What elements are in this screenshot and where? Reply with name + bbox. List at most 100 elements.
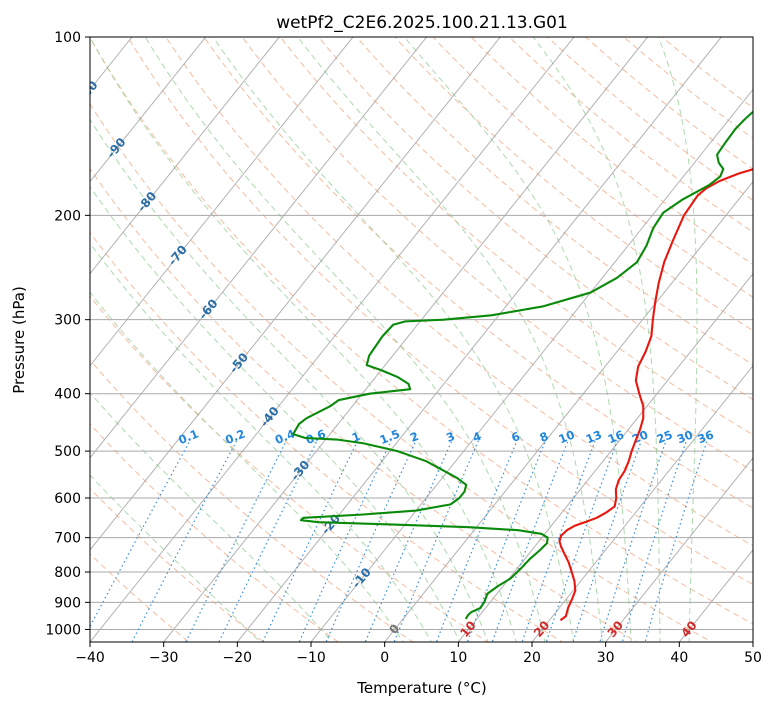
isotherm-line [743, 24, 775, 654]
isotherm-label: 40 [678, 618, 699, 640]
mixing-ratio-label: 1.5 [378, 427, 402, 448]
y-tick-label: 500 [54, 444, 81, 460]
isotherm-label: -60 [196, 296, 221, 322]
y-tick-label: 100 [54, 30, 81, 46]
mixing-ratio-line [321, 441, 416, 654]
mixing-ratio-label: 16 [606, 427, 626, 446]
isotherm-label: -50 [227, 350, 252, 376]
mixing-ratio-label: 0.1 [176, 427, 200, 448]
isotherm-label: -70 [165, 243, 190, 269]
y-tick-label: 800 [54, 565, 81, 581]
mixing-ratio-line [294, 441, 391, 654]
mixing-ratio-label: 30 [675, 427, 695, 446]
isotherm-label: 30 [605, 618, 626, 640]
dry-adiabat-line [533, 24, 775, 654]
isotherm-line [154, 24, 658, 654]
isotherm-label: -10 [349, 565, 374, 591]
dry-adiabat-line [233, 24, 775, 654]
mixing-ratio-label: 13 [584, 427, 604, 446]
dry-adiabat-line [157, 24, 775, 654]
isotherm-line [522, 24, 775, 654]
mixing-ratio-line [569, 441, 641, 654]
isotherm-line [0, 24, 216, 654]
y-tick-label: 400 [54, 387, 81, 403]
dry-adiabat-line [120, 24, 775, 654]
x-tick-label: −40 [75, 650, 105, 666]
mixing-ratio-label: 2 [408, 429, 421, 445]
mixing-ratio-label: 36 [696, 427, 716, 446]
isotherm-line [0, 24, 290, 654]
mixing-ratio-label: 25 [654, 427, 674, 446]
mixing-ratio-line [180, 441, 287, 654]
mixing-ratio-line [596, 441, 666, 654]
moist-adiabat-line [44, 37, 493, 654]
x-tick-label: 10 [449, 650, 467, 666]
x-tick-label: 50 [744, 650, 762, 666]
isotherm-line [0, 24, 364, 654]
dry-adiabat-line [82, 24, 775, 654]
dry-adiabat-line [0, 24, 355, 654]
dry-adiabat-line [345, 24, 775, 654]
y-axis-label: Pressure (hPa) [10, 286, 28, 394]
x-tick-label: 20 [523, 650, 541, 666]
moist-adiabat-line [213, 37, 575, 654]
isotherm-line [0, 24, 437, 654]
mixing-ratio-label: 0.4 [273, 427, 297, 448]
mixing-ratio-line [463, 441, 545, 654]
moist-adiabat-line [404, 37, 632, 654]
mixing-ratio-label: 3 [444, 429, 457, 445]
moist-adiabat-line [298, 37, 604, 654]
x-tick-label: −10 [296, 650, 326, 666]
x-tick-label: −30 [149, 650, 179, 666]
x-tick-label: −20 [223, 650, 253, 666]
dry-adiabat-line [0, 24, 506, 654]
dry-adiabat-line [0, 24, 582, 654]
dry-adiabat-line [308, 24, 775, 654]
isotherm-line [301, 24, 775, 654]
isotherm-label: 10 [457, 618, 478, 640]
dry-adiabat-line [458, 24, 775, 654]
mixing-ratio-line [360, 441, 452, 654]
y-tick-label: 300 [54, 313, 81, 329]
isotherm-line [80, 24, 584, 654]
dry-adiabat-line [195, 24, 775, 654]
isotherm-label: -40 [257, 404, 282, 430]
x-tick-label: 30 [597, 650, 615, 666]
dry-adiabat-line [496, 24, 775, 654]
dry-adiabat-line [0, 24, 204, 654]
mixing-ratio-line [542, 441, 617, 654]
y-tick-label: 1000 [45, 622, 81, 638]
moist-adiabat-line [0, 37, 272, 654]
y-tick-label: 900 [54, 595, 81, 611]
profiles [293, 37, 775, 620]
mixing-ratio-label: 4 [471, 429, 484, 445]
moist-adiabat-line [0, 37, 342, 654]
mixing-ratio-label: 0.6 [304, 427, 328, 448]
isotherm-label: 0 [386, 621, 402, 636]
mixing-ratio-label: 10 [557, 427, 577, 446]
moist-adiabat-line [0, 37, 438, 654]
moist-adiabat-line [658, 37, 697, 654]
isotherm-label: -100 [71, 78, 101, 110]
chart-title: wetPf2_C2E6.2025.100.21.13.G01 [276, 13, 568, 33]
mixing-ratio-label: 0.2 [223, 427, 247, 448]
background-lines [0, 24, 775, 654]
dry-adiabat-line [383, 24, 775, 654]
x-tick-label: 40 [670, 650, 688, 666]
isotherm-label: 20 [531, 618, 552, 640]
dry-adiabat-line [609, 24, 775, 654]
y-tick-label: 700 [54, 531, 81, 547]
mixing-ratio-line [126, 441, 237, 654]
isotherm-line [596, 24, 775, 654]
dry-adiabat-line [646, 24, 775, 654]
isotherm-line [670, 24, 775, 654]
isotherm-label: -80 [135, 189, 160, 215]
isotherm-line [449, 24, 775, 654]
y-tick-label: 200 [54, 208, 81, 224]
x-axis-label: Temperature (°C) [356, 679, 486, 697]
dry-adiabat-line [270, 24, 775, 654]
dry-adiabat-line [45, 24, 734, 654]
